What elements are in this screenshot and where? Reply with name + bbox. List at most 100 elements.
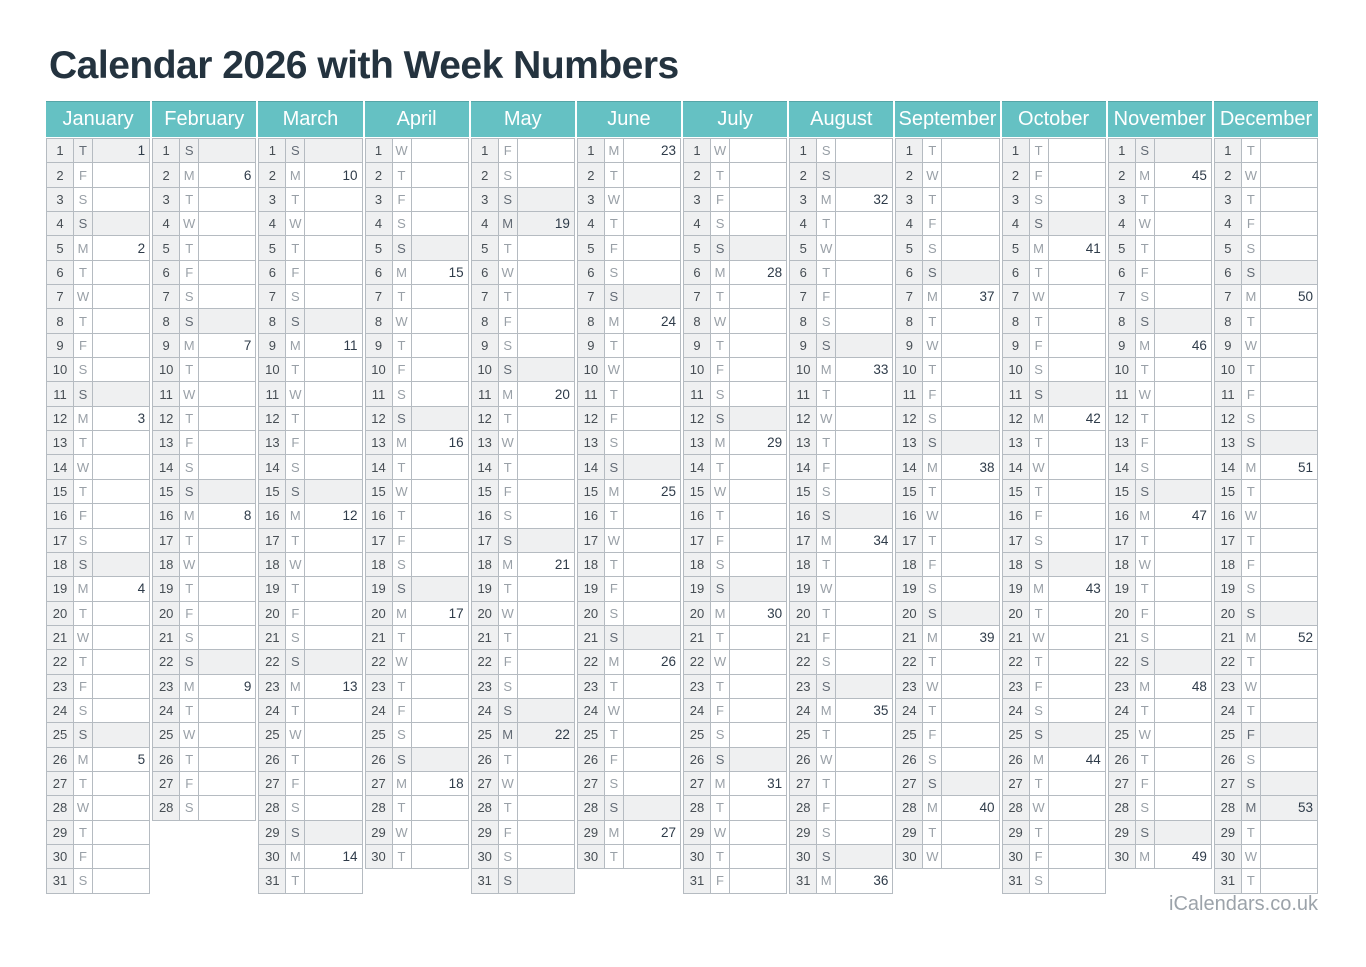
day-number: 26	[471, 747, 499, 772]
week-number-empty	[305, 285, 363, 310]
day-number: 5	[790, 236, 818, 261]
day-letter: T	[711, 625, 731, 651]
day-number: 4	[577, 212, 605, 237]
week-number: 12	[305, 504, 363, 529]
day-number: 21	[1002, 625, 1030, 651]
day-number: 11	[471, 382, 499, 407]
day-letter: T	[286, 358, 306, 383]
day-letter: M	[1241, 796, 1261, 821]
day-letter: W	[392, 650, 412, 675]
day-letter: M	[1135, 844, 1155, 870]
day-letter: T	[604, 212, 624, 237]
month-column-may: May 1 F 2 S 3 S 4 M 19 5 T 6 W 7 T 8 F 9 S 10 S 11 M 20 12 T 13 W 14…	[470, 101, 575, 894]
week-number-empty	[623, 260, 682, 286]
day-letter: S	[1135, 309, 1155, 334]
day-number: 3	[153, 187, 181, 213]
day-number: 30	[47, 844, 74, 870]
day-letter: F	[180, 431, 200, 456]
week-number-empty	[1154, 528, 1212, 553]
day-number: 22	[1214, 650, 1242, 675]
week-number-empty	[411, 577, 469, 602]
week-number-empty	[623, 577, 682, 602]
day-number: 24	[1214, 698, 1242, 724]
week-number-empty	[199, 796, 257, 821]
week-number-empty	[1048, 260, 1106, 286]
day-number: 5	[684, 236, 712, 261]
week-number-empty	[1048, 479, 1106, 505]
day-letter: S	[1029, 212, 1049, 237]
week-number-empty	[1260, 358, 1319, 383]
week-number-empty	[93, 504, 151, 529]
day-letter: M	[1135, 333, 1155, 359]
day-letter: F	[1135, 601, 1155, 626]
calendar-table: January 1 T 1 2 F 3 S 4 S 5 M 2 6 T 7 W 8 T 9 F 10 S 11 S 12 M 3 13…	[46, 101, 1319, 894]
week-number-empty	[1154, 625, 1212, 651]
day-number: 5	[47, 236, 74, 261]
day-letter: T	[711, 455, 731, 480]
day-letter: S	[498, 187, 518, 213]
day-number: 7	[47, 285, 74, 310]
day-number: 25	[1002, 723, 1030, 748]
day-letter: M	[817, 869, 837, 894]
day-letter: T	[74, 650, 93, 675]
week-number-empty	[93, 285, 151, 310]
week-number-empty	[1260, 869, 1319, 894]
day-number: 16	[790, 504, 818, 529]
month-header: March	[258, 101, 363, 137]
day-number: 23	[259, 674, 287, 699]
week-number-empty	[1260, 309, 1319, 334]
day-number: 27	[1214, 771, 1242, 797]
week-number-empty	[730, 333, 788, 359]
day-number: 17	[259, 528, 287, 553]
day-number: 19	[790, 577, 818, 602]
day-number: 15	[1002, 479, 1030, 505]
day-number: 1	[684, 139, 712, 164]
day-letter: S	[817, 139, 837, 164]
day-letter: W	[498, 431, 518, 456]
day-number: 23	[1108, 674, 1136, 699]
day-letter: F	[286, 260, 306, 286]
week-number-empty	[199, 212, 257, 237]
day-number: 15	[577, 479, 605, 505]
week-number-empty	[1154, 698, 1212, 724]
day-number: 14	[471, 455, 499, 480]
day-letter: T	[498, 236, 518, 261]
day-number: 20	[259, 601, 287, 626]
day-letter: S	[1029, 187, 1049, 213]
week-number-empty	[623, 698, 682, 724]
day-number: 8	[365, 309, 393, 334]
day-letter: T	[392, 163, 412, 188]
day-letter: T	[392, 333, 412, 359]
day-letter: M	[1241, 625, 1261, 651]
day-letter: W	[392, 139, 412, 164]
day-letter: S	[923, 747, 943, 772]
day-letter: S	[1241, 747, 1261, 772]
day-number: 7	[153, 285, 181, 310]
week-number-empty	[1154, 479, 1212, 505]
day-letter: T	[1241, 139, 1261, 164]
day-number: 28	[259, 796, 287, 821]
week-number-empty	[836, 212, 894, 237]
week-number-empty	[199, 260, 257, 286]
week-number-empty	[730, 309, 788, 334]
week-number-empty	[1154, 358, 1212, 383]
day-letter: S	[923, 577, 943, 602]
day-letter: S	[711, 212, 731, 237]
day-number: 23	[471, 674, 499, 699]
week-number: 9	[199, 674, 257, 699]
week-number-empty	[517, 747, 575, 772]
week-number-empty	[1048, 431, 1106, 456]
day-number: 11	[365, 382, 393, 407]
week-number-empty	[623, 285, 682, 310]
week-number-empty	[411, 212, 469, 237]
week-number: 20	[517, 382, 575, 407]
week-number-empty	[1260, 187, 1319, 213]
day-letter: T	[392, 844, 412, 870]
week-number: 27	[623, 820, 682, 845]
day-number: 9	[471, 333, 499, 359]
day-number: 18	[577, 552, 605, 578]
day-letter: S	[817, 674, 837, 699]
day-letter: W	[1241, 333, 1261, 359]
day-letter: T	[923, 698, 943, 724]
day-letter: T	[498, 747, 518, 772]
